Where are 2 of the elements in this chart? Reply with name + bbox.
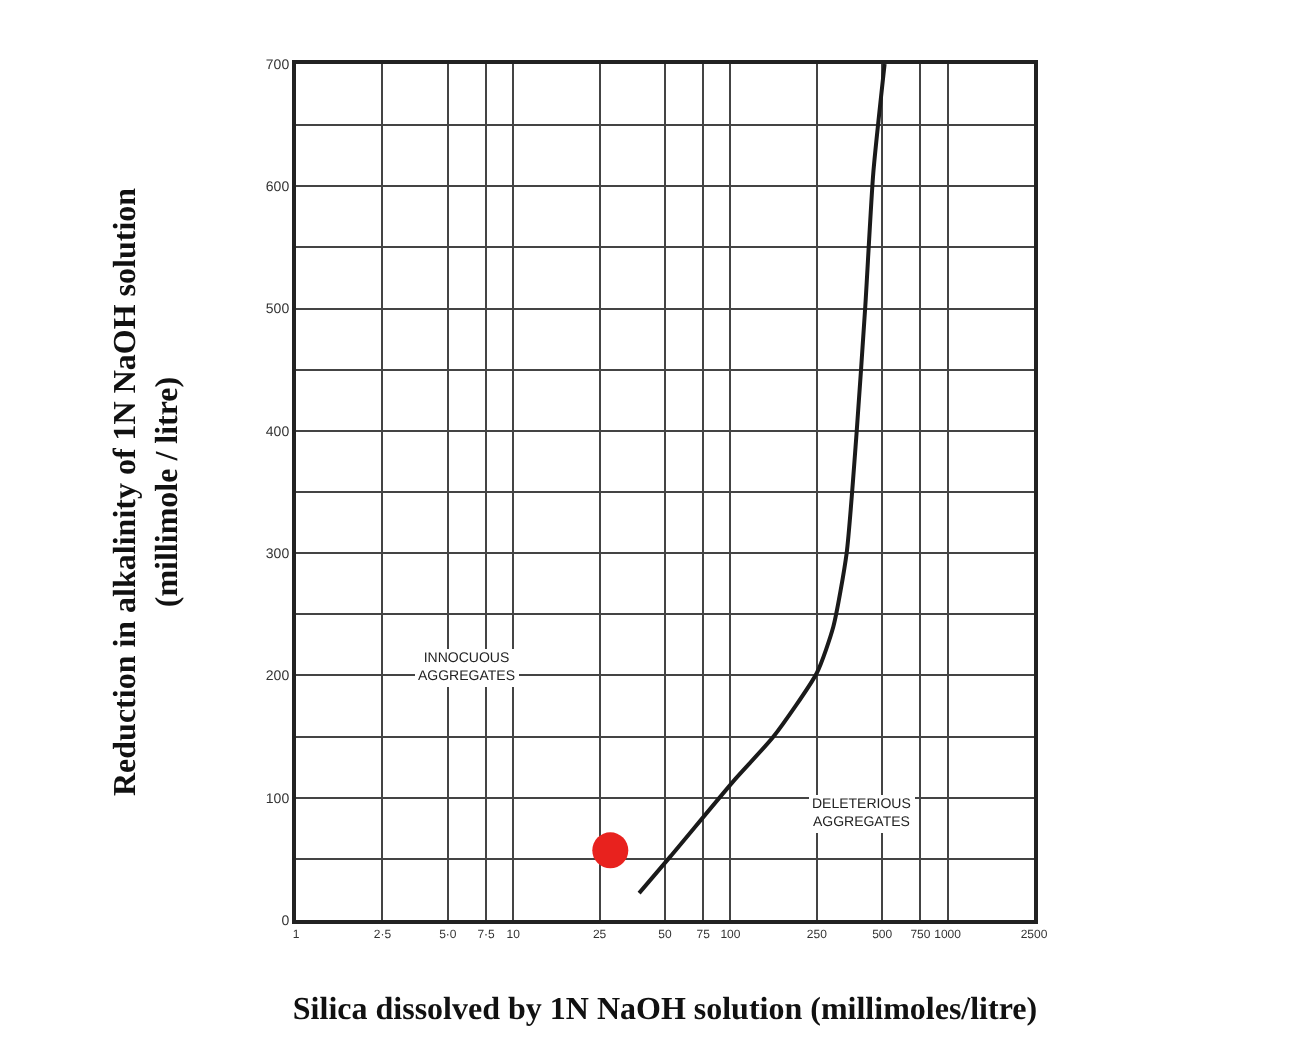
y-axis-title: Reduction in alkalinity of 1N NaOH solution (millimole / litre): [109, 187, 185, 797]
x-axis-title: Silica dissolved by 1N NaOH solution (millimoles/litre): [292, 992, 1038, 1027]
